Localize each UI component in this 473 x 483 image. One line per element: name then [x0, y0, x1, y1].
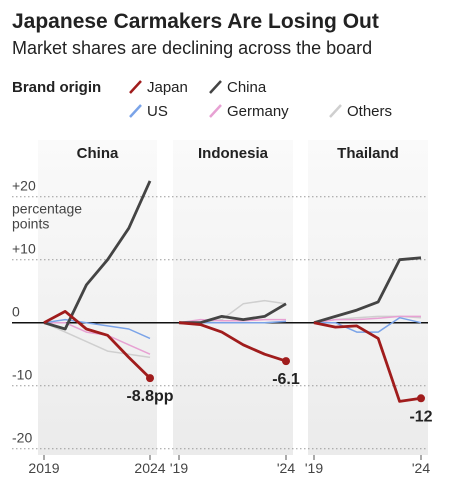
y-axis-label: percentage	[12, 201, 82, 217]
panel-background	[173, 140, 293, 455]
series-line	[178, 321, 287, 363]
y-tick-label: +10	[12, 241, 36, 257]
legend-label: US	[147, 103, 168, 120]
y-tick-label: -10	[12, 367, 32, 383]
x-tick-label: 2024	[134, 460, 165, 476]
legend-label: Germany	[227, 103, 289, 120]
legend-swatch	[129, 104, 142, 118]
series-line	[44, 321, 151, 355]
y-tick-label: -20	[12, 430, 32, 446]
subtitle: Market shares are declining across the b…	[12, 38, 372, 58]
value-label: -12	[409, 408, 432, 425]
legend-title: Brand origin	[12, 79, 101, 96]
x-tick-label: '24	[277, 460, 295, 476]
series-line	[43, 180, 152, 331]
panel-title: China	[77, 145, 119, 162]
x-tick-label: '19	[305, 460, 323, 476]
legend-label: Others	[347, 103, 392, 120]
series-line	[179, 302, 287, 325]
x-tick-label: 2019	[28, 460, 59, 476]
legend-swatch	[129, 80, 142, 94]
series-line	[43, 318, 151, 340]
legend-swatch	[329, 104, 342, 118]
legend-label: Japan	[147, 79, 188, 96]
value-label: -6.1	[272, 371, 300, 388]
legend-swatch	[209, 104, 222, 118]
end-point	[146, 374, 154, 383]
x-tick-label: '24	[412, 460, 430, 476]
series-line	[43, 310, 151, 380]
end-point	[417, 394, 425, 403]
title: Japanese Carmakers Are Losing Out	[12, 10, 379, 33]
series-line	[178, 318, 286, 324]
legend-swatch	[209, 80, 222, 94]
series-line	[313, 315, 421, 324]
x-tick-label: '19	[170, 460, 188, 476]
end-point	[282, 357, 290, 366]
series-line	[313, 256, 422, 325]
panel-background	[308, 140, 428, 455]
legend-label: China	[227, 79, 267, 96]
y-axis-label: points	[12, 216, 49, 232]
y-tick-label: +20	[12, 178, 36, 194]
panel-title: Indonesia	[198, 145, 269, 162]
panel-background	[38, 140, 157, 455]
series-line	[43, 322, 151, 359]
y-tick-label: 0	[12, 304, 20, 320]
panel-title: Thailand	[337, 145, 399, 162]
legend: Japan China US Germany Others	[129, 79, 392, 120]
series-line	[313, 321, 422, 403]
value-label: -8.8pp	[126, 388, 173, 405]
